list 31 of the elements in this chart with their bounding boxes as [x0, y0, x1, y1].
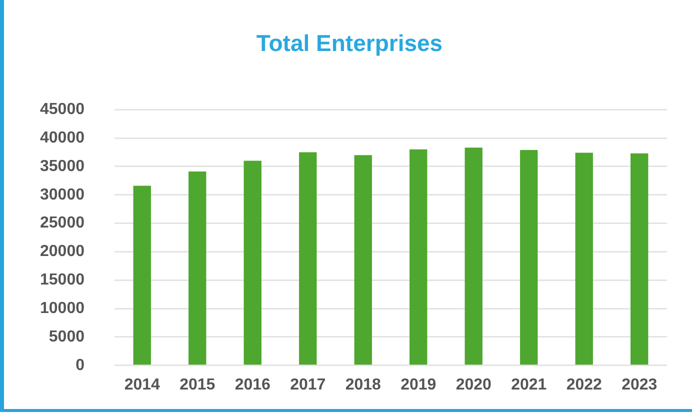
bar — [188, 172, 206, 365]
x-tick-label: 2019 — [400, 376, 436, 394]
y-tick-label: 40000 — [40, 129, 85, 146]
x-tick-label: 2021 — [511, 376, 547, 394]
x-tick-label: 2017 — [290, 376, 326, 394]
x-tick-label: 2018 — [345, 376, 382, 394]
x-tick-label: 2022 — [566, 376, 602, 394]
bar — [133, 186, 151, 365]
x-tick-label: 2023 — [622, 376, 658, 394]
bar — [630, 153, 648, 365]
y-tick-label: 10000 — [40, 300, 85, 317]
y-tick-label: 15000 — [40, 272, 85, 289]
bar — [299, 152, 317, 365]
x-tick-label: 2016 — [234, 376, 271, 394]
bar — [520, 150, 538, 365]
x-tick-label: 2014 — [124, 376, 160, 394]
y-tick-label: 0 — [76, 356, 85, 374]
x-tick-label: 2015 — [180, 376, 216, 394]
bar — [410, 149, 428, 365]
y-tick-label: 20000 — [40, 243, 85, 260]
chart-title: Total Enterprises — [255, 30, 444, 57]
y-tick-label: 30000 — [40, 186, 85, 204]
bar — [244, 160, 262, 365]
y-tick-label: 25000 — [40, 214, 85, 232]
y-tick-label: 5000 — [48, 328, 85, 346]
bar — [464, 148, 482, 365]
y-tick-label: 35000 — [40, 158, 85, 175]
bar — [575, 152, 593, 365]
bar — [354, 155, 372, 365]
y-tick-label: 45000 — [40, 101, 85, 118]
x-tick-label: 2020 — [456, 376, 492, 394]
